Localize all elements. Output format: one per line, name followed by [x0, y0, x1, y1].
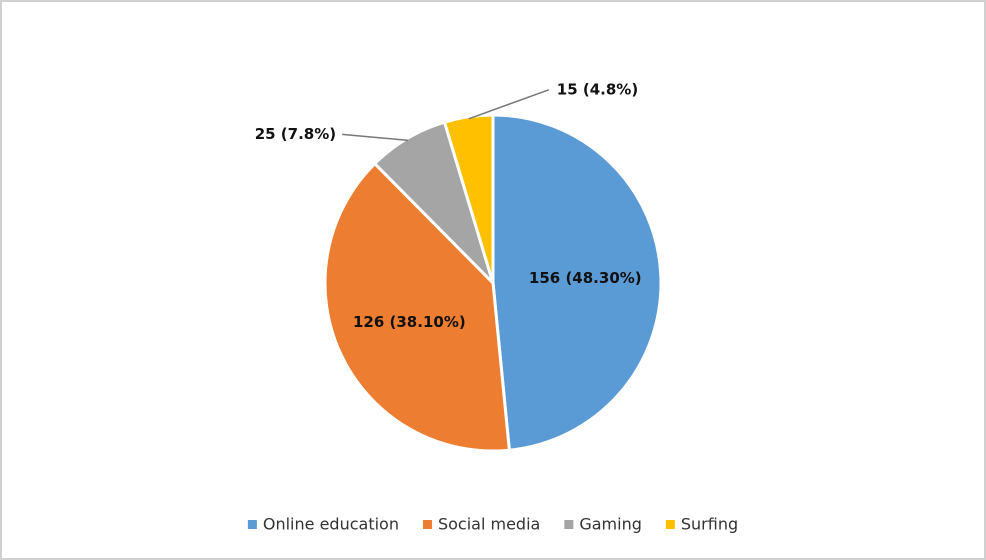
pie-slice	[491, 113, 663, 452]
legend-label: Online education	[263, 515, 399, 534]
pie-slice	[442, 113, 495, 284]
data-label: 25 (7.8%)	[255, 125, 336, 143]
legend-swatch	[564, 520, 574, 529]
legend-swatch	[247, 520, 257, 529]
data-label: 15 (4.8%)	[557, 80, 638, 98]
legend-swatch	[665, 520, 675, 529]
leader-line	[342, 133, 409, 142]
leader-line	[468, 89, 550, 120]
legend-label: Surfing	[681, 515, 738, 534]
data-label: 156 (48.30%)	[529, 269, 642, 287]
legend-swatch	[422, 520, 432, 529]
pie-slice	[323, 161, 512, 453]
data-label: 126 (38.10%)	[353, 313, 466, 331]
legend-label: Gaming	[579, 515, 642, 534]
legend-label: Social media	[438, 515, 540, 534]
